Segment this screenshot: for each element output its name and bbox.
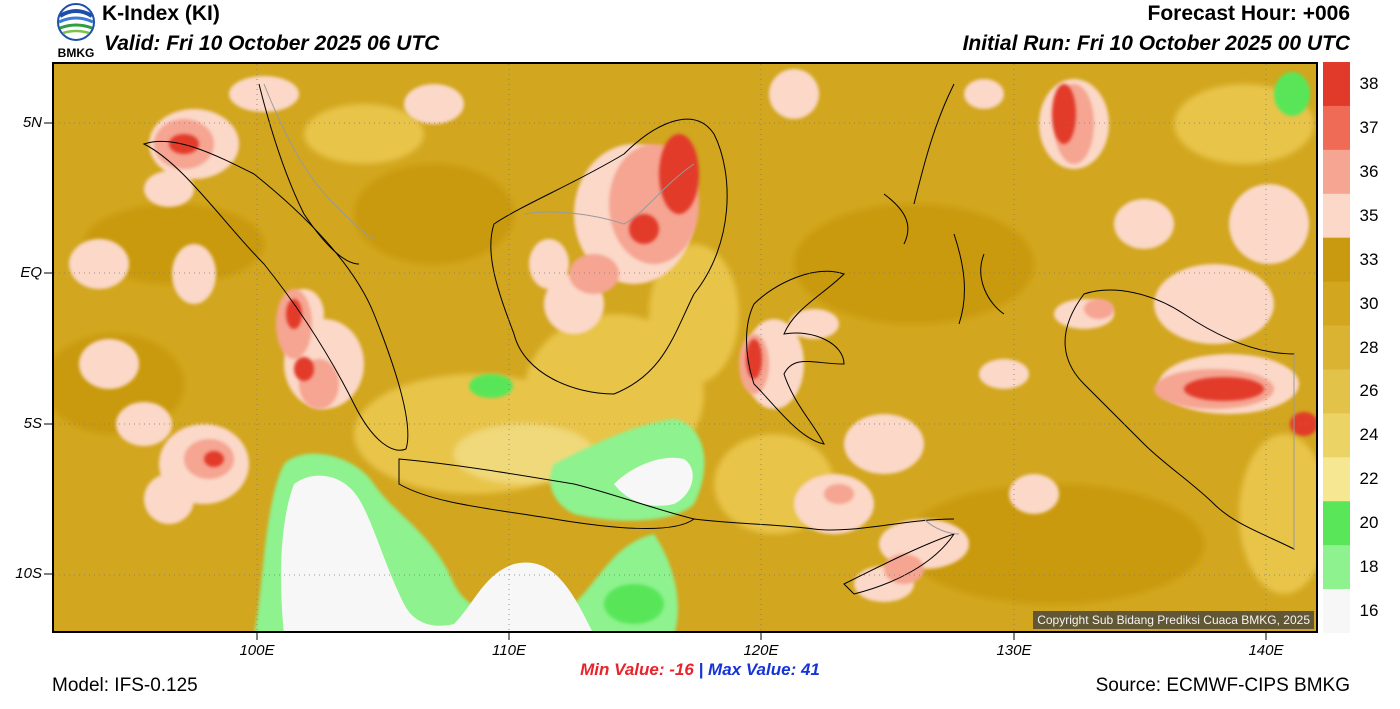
colorbar-segment-36 xyxy=(1323,149,1350,195)
colorbar-segment-16 xyxy=(1323,589,1350,633)
forecast-hour: Forecast Hour: +006 xyxy=(1147,2,1351,25)
colorbar-label-24: 24 xyxy=(1359,425,1379,445)
lon-label-110e: 110E xyxy=(492,642,526,659)
colorbar-segment-26 xyxy=(1323,369,1350,414)
colorbar-segment-28 xyxy=(1323,325,1350,370)
lat-label-10s: 10S xyxy=(15,565,42,582)
borders xyxy=(263,83,1295,549)
colorbar-label-16: 16 xyxy=(1359,601,1379,620)
colorbar-segment-18 xyxy=(1323,545,1350,590)
k-index-map: Copyright Sub Bidang Prediksi Cuaca BMKG… xyxy=(52,62,1318,633)
source-label: Source: ECMWF-CIPS BMKG xyxy=(1095,675,1350,696)
min-max-separator: | xyxy=(698,660,704,679)
lon-label-100e: 100E xyxy=(239,642,275,659)
colorbar-segment-30 xyxy=(1323,281,1350,327)
initial-run: Initial Run: Fri 10 October 2025 00 UTC xyxy=(962,32,1350,55)
lon-label-140e: 140E xyxy=(1248,642,1284,659)
colorbar-label-33: 33 xyxy=(1359,249,1379,269)
colorbar-segment-20 xyxy=(1323,501,1350,546)
graticule xyxy=(54,64,1316,631)
colorbar-label-38: 38 xyxy=(1359,74,1379,93)
colorbar-segment-22 xyxy=(1323,457,1350,502)
colorbar-label-26: 26 xyxy=(1359,381,1379,401)
colorbar-label-18: 18 xyxy=(1359,557,1379,577)
colorbar-label-22: 22 xyxy=(1359,469,1379,489)
coastlines xyxy=(142,83,1295,595)
lat-label-5s: 5S xyxy=(23,415,42,432)
colorbar-segment-38 xyxy=(1323,62,1350,107)
colorbar-segment-33 xyxy=(1323,237,1350,283)
colorbar-segment-24 xyxy=(1323,413,1350,458)
logo-text: BMKG xyxy=(58,46,95,60)
lon-label-130e: 130E xyxy=(996,642,1032,659)
colorbar-segment-37 xyxy=(1323,105,1350,151)
colorbar-label-35: 35 xyxy=(1359,205,1379,225)
min-value: Min Value: -16 xyxy=(580,660,694,679)
min-max-values: Min Value: -16 | Max Value: 41 xyxy=(0,660,1400,680)
colorbar xyxy=(1323,62,1350,633)
copyright-notice: Copyright Sub Bidang Prediksi Cuaca BMKG… xyxy=(1033,611,1314,629)
colorbar-label-30: 30 xyxy=(1359,293,1379,313)
colorbar-label-28: 28 xyxy=(1359,337,1379,357)
colorbar-label-20: 20 xyxy=(1359,513,1379,533)
valid-time: Valid: Fri 10 October 2025 06 UTC xyxy=(104,32,440,55)
colorbar-label-36: 36 xyxy=(1359,161,1379,181)
model-label: Model: IFS-0.125 xyxy=(52,675,198,696)
ki-38-cores xyxy=(169,84,1316,467)
colorbar-segment-35 xyxy=(1323,193,1350,239)
colorbar-label-37: 37 xyxy=(1359,117,1379,137)
lon-label-120e: 120E xyxy=(743,642,779,659)
max-value: Max Value: 41 xyxy=(708,660,820,679)
lat-label-5n: 5N xyxy=(22,114,42,131)
lat-label-eq: EQ xyxy=(20,264,42,281)
bmkg-logo: BMKG xyxy=(57,3,95,60)
ki-low-regions xyxy=(254,72,1310,631)
map-title: K-Index (KI) xyxy=(102,2,220,25)
